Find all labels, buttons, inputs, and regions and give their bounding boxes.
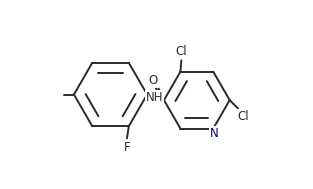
Text: F: F	[124, 141, 130, 154]
Text: N: N	[210, 127, 218, 140]
Text: Cl: Cl	[238, 110, 249, 123]
Text: NH: NH	[146, 91, 163, 104]
Text: O: O	[149, 74, 158, 87]
Text: Cl: Cl	[176, 46, 187, 59]
